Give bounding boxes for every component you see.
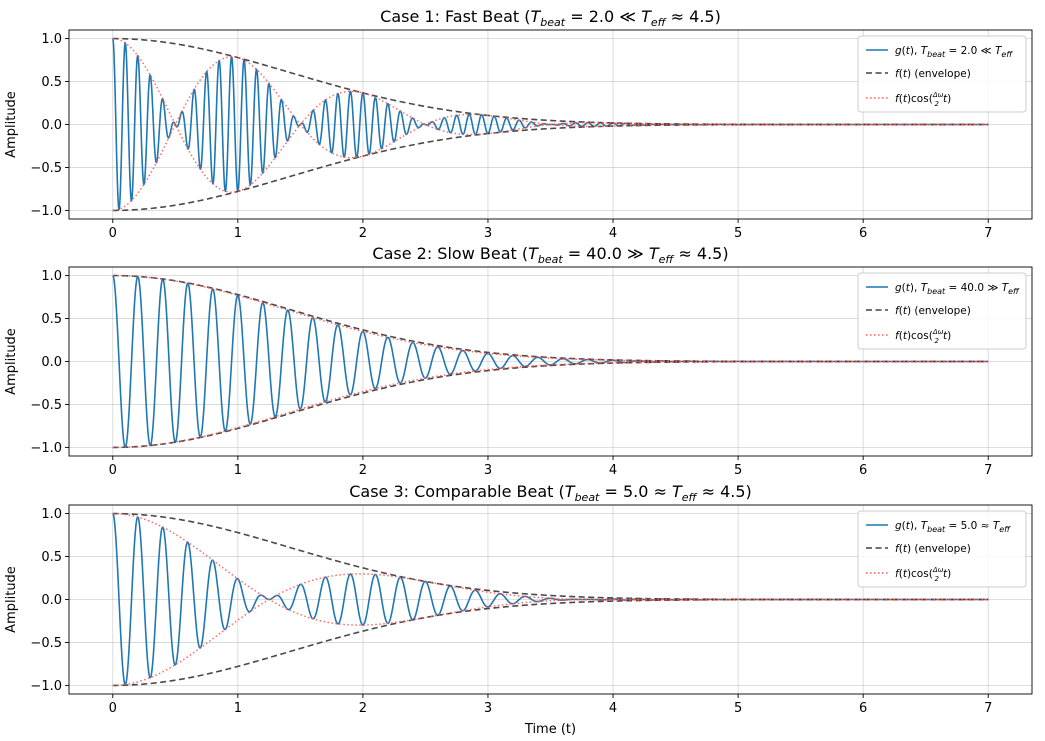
y-axis-label: Amplitude bbox=[4, 566, 19, 633]
series-beat-lower bbox=[112, 360, 989, 449]
y-axis-label: Amplitude bbox=[4, 328, 19, 395]
y-axis-label: Amplitude bbox=[4, 91, 19, 158]
x-tick-label: 2 bbox=[359, 701, 367, 716]
series-envelope-lower bbox=[112, 598, 989, 687]
legend-label-envelope: f(t) (envelope) bbox=[895, 543, 971, 555]
legend-label-beat: f(t)cos(Δω 2 t) bbox=[895, 566, 951, 583]
legend-label-g: g(t), Tbeat = 5.0 ≈ Teff bbox=[895, 520, 1011, 534]
series-envelope-upper bbox=[112, 37, 989, 126]
y-tick-label: 0.0 bbox=[41, 355, 62, 370]
legend-label-beat: f(t)cos(Δω 2 t) bbox=[895, 328, 951, 345]
series-envelope-upper bbox=[112, 274, 989, 363]
x-tick-label: 4 bbox=[609, 463, 617, 478]
legend-box bbox=[857, 272, 1027, 350]
x-tick-label: 1 bbox=[234, 463, 242, 478]
y-tick-label: −0.5 bbox=[30, 161, 62, 176]
legend: g(t), Tbeat = 2.0 ≪ Teff f(t) (envelope) f… bbox=[857, 35, 1027, 113]
y-tick-label: 0.5 bbox=[41, 312, 62, 327]
series-envelope-upper bbox=[112, 512, 989, 601]
x-tick-label: 3 bbox=[484, 463, 492, 478]
x-tick-label: 0 bbox=[109, 226, 117, 241]
chart-panel-1: 0 1 2 3 4 5 6 7 −1.0 −0.5 0.0 0.5 1.0 Amplitude Case 1… bbox=[4, 7, 1033, 241]
x-tick-label: 2 bbox=[359, 226, 367, 241]
x-tick-label: 1 bbox=[234, 701, 242, 716]
y-tick-label: 1.0 bbox=[41, 32, 62, 47]
x-tick-label: 5 bbox=[734, 463, 742, 478]
x-tick-label: 4 bbox=[609, 226, 617, 241]
x-axis-label: Time (t) bbox=[524, 722, 576, 737]
legend-label-g: g(t), Tbeat = 2.0 ≪ Teff bbox=[895, 45, 1013, 59]
legend-box bbox=[857, 510, 1027, 588]
y-tick-label: 0.5 bbox=[41, 75, 62, 90]
x-tick-label: 3 bbox=[484, 226, 492, 241]
legend-box bbox=[857, 35, 1027, 113]
x-tick-label: 1 bbox=[234, 226, 242, 241]
series-beat-upper bbox=[112, 512, 989, 626]
y-tick-label: 1.0 bbox=[41, 507, 62, 522]
legend-label-g: g(t), Tbeat = 40.0 ≫ Teff bbox=[895, 282, 1020, 296]
y-tick-label: 0.5 bbox=[41, 550, 62, 565]
series-beat-upper bbox=[112, 274, 989, 363]
chart-title: Case 3: Comparable Beat (Tbeat = 5.0 ≈ T… bbox=[349, 482, 752, 504]
legend: g(t), Tbeat = 5.0 ≈ Teff f(t) (envelope) f… bbox=[857, 510, 1027, 588]
x-tick-label: 7 bbox=[984, 701, 992, 716]
y-tick-label: −0.5 bbox=[30, 398, 62, 413]
x-tick-label: 0 bbox=[109, 463, 117, 478]
legend: g(t), Tbeat = 40.0 ≫ Teff f(t) (envelope)… bbox=[857, 272, 1027, 350]
legend-label-envelope: f(t) (envelope) bbox=[895, 305, 971, 317]
x-tick-label: 0 bbox=[109, 701, 117, 716]
x-tick-label: 4 bbox=[609, 701, 617, 716]
legend-label-envelope: f(t) (envelope) bbox=[895, 68, 971, 80]
y-tick-label: 1.0 bbox=[41, 269, 62, 284]
series-beat-lower bbox=[112, 56, 989, 212]
chart-title: Case 2: Slow Beat (Tbeat = 40.0 ≫ Teff ≈… bbox=[372, 244, 728, 266]
chart-panel-2: 0 1 2 3 4 5 6 7 −1.0 −0.5 0.0 0.5 1.0 Amplitude Case 2… bbox=[4, 244, 1033, 478]
legend-label-beat: f(t)cos(Δω 2 t) bbox=[895, 91, 951, 108]
y-tick-label: −1.0 bbox=[30, 441, 62, 456]
y-tick-label: 0.0 bbox=[41, 118, 62, 133]
series-beat-lower bbox=[112, 573, 989, 687]
series-envelope-lower bbox=[112, 360, 989, 449]
series-envelope-lower bbox=[112, 123, 989, 212]
x-tick-label: 2 bbox=[359, 463, 367, 478]
x-tick-label: 5 bbox=[734, 226, 742, 241]
chart-panel-3: 0 1 2 3 4 5 6 7 −1.0 −0.5 0.0 0.5 1.0 Amplitude Time (… bbox=[4, 482, 1033, 737]
x-tick-label: 5 bbox=[734, 701, 742, 716]
x-tick-label: 3 bbox=[484, 701, 492, 716]
x-tick-label: 7 bbox=[984, 226, 992, 241]
y-tick-label: −0.5 bbox=[30, 636, 62, 651]
y-tick-label: −1.0 bbox=[30, 679, 62, 694]
x-tick-label: 7 bbox=[984, 463, 992, 478]
x-tick-label: 6 bbox=[859, 463, 867, 478]
chart-title: Case 1: Fast Beat (Tbeat = 2.0 ≪ Teff ≈ … bbox=[380, 7, 721, 29]
x-tick-label: 6 bbox=[859, 701, 867, 716]
x-tick-label: 6 bbox=[859, 226, 867, 241]
y-tick-label: 0.0 bbox=[41, 593, 62, 608]
y-tick-label: −1.0 bbox=[30, 204, 62, 219]
